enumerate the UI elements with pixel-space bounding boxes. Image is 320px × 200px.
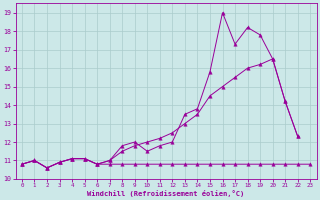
- X-axis label: Windchill (Refroidissement éolien,°C): Windchill (Refroidissement éolien,°C): [87, 190, 245, 197]
